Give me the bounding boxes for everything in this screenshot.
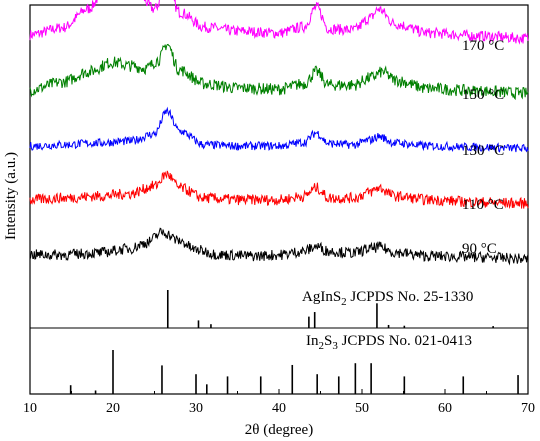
series-line-1 [29,43,529,101]
ref-label-in2s3-main: In [306,333,319,349]
reference-peaks [69,290,519,394]
x-tick-label-2: 30 [189,401,203,416]
curve-label-1: 150 °C [462,87,504,103]
x-axis-ticks: 10 20 30 40 50 60 70 [23,389,535,416]
ref-label-in2s3-rest: JCPDS No. 021-0413 [338,333,472,349]
series-line-3 [29,170,529,210]
curve-label-3: 110 °C [462,197,504,213]
series-line-4 [29,227,529,266]
x-tick-label-3: 40 [272,401,286,416]
curve-label-0: 170 °C [462,38,504,54]
curve-labels: 170 °C 150 °C 130 °C 110 °C 90 °C [462,38,504,257]
y-axis-label: Intensity (a.u.) [3,152,19,240]
ref-label-aginS2-main: AgInS [302,289,341,305]
x-axis-label: 2θ (degree) [245,422,313,438]
series-line-0 [29,0,529,45]
ref-label-in2s3: In2S3 JCPDS No. 021-0413 [306,333,472,352]
x-tick-label-1: 20 [106,401,120,416]
ref-label-aginS2-sub: 2 [341,296,347,308]
curve-label-2: 130 °C [462,143,504,159]
ref-label-aginS2-rest: JCPDS No. 25-1330 [347,289,474,305]
ref-label-in2s3-sub2: 3 [332,340,338,352]
series-line-2 [29,106,529,153]
ref-label-in2s3-mid: S [324,333,332,349]
x-tick-label-4: 50 [355,401,369,416]
ref-label-aginS2: AgInS2 JCPDS No. 25-1330 [302,289,473,308]
x-tick-label-0: 10 [23,401,37,416]
diffraction-curves [29,0,529,266]
x-tick-label-6: 70 [521,401,535,416]
x-tick-label-5: 60 [438,401,452,416]
ref-label-in2s3-sub: 2 [319,340,325,352]
curve-label-4: 90 °C [462,241,497,257]
